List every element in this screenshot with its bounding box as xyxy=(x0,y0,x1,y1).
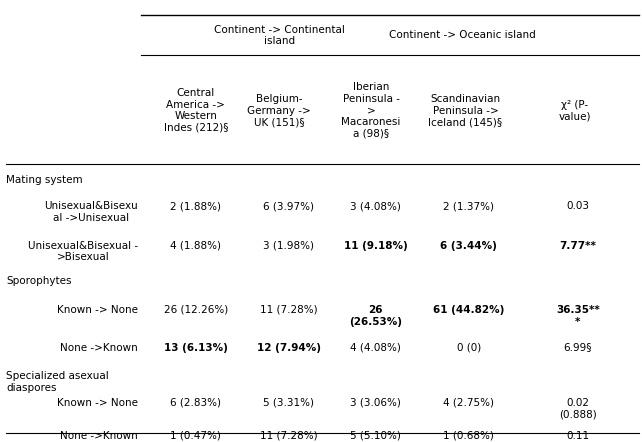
Text: 2 (1.37%): 2 (1.37%) xyxy=(443,201,494,211)
Text: 36.35**
*: 36.35** * xyxy=(556,305,600,327)
Text: Known -> None: Known -> None xyxy=(57,305,138,315)
Text: 3 (1.98%): 3 (1.98%) xyxy=(263,241,315,251)
Text: 11 (7.28%): 11 (7.28%) xyxy=(260,431,318,441)
Text: Central
America ->
Western
Indes (212)§: Central America -> Western Indes (212)§ xyxy=(164,88,228,133)
Text: 6.99§: 6.99§ xyxy=(564,343,592,353)
Text: 13 (6.13%): 13 (6.13%) xyxy=(164,343,228,353)
Text: 1 (0.68%): 1 (0.68%) xyxy=(443,431,494,441)
Text: 2 (1.88%): 2 (1.88%) xyxy=(170,201,221,211)
Text: Scandinavian
Peninsula ->
Iceland (145)§: Scandinavian Peninsula -> Iceland (145)§ xyxy=(428,94,503,127)
Text: Belgium-
Germany ->
UK (151)§: Belgium- Germany -> UK (151)§ xyxy=(247,94,311,127)
Text: 61 (44.82%): 61 (44.82%) xyxy=(433,305,505,315)
Text: 11 (9.18%): 11 (9.18%) xyxy=(343,241,408,251)
Text: Continent -> Oceanic island: Continent -> Oceanic island xyxy=(389,30,535,40)
Text: 3 (4.08%): 3 (4.08%) xyxy=(350,201,401,211)
Text: 7.77**: 7.77** xyxy=(559,241,596,251)
Text: Iberian
Peninsula -
>
Macaronesi
a (98)§: Iberian Peninsula - > Macaronesi a (98)§ xyxy=(342,82,401,139)
Text: 5 (3.31%): 5 (3.31%) xyxy=(263,398,315,408)
Text: 0.02
(0.888): 0.02 (0.888) xyxy=(559,398,596,419)
Text: 4 (2.75%): 4 (2.75%) xyxy=(443,398,494,408)
Text: None ->Known: None ->Known xyxy=(60,431,138,441)
Text: Continent -> Continental
island: Continent -> Continental island xyxy=(214,25,345,46)
Text: 3 (3.06%): 3 (3.06%) xyxy=(350,398,401,408)
Text: 0.03: 0.03 xyxy=(566,201,589,211)
Text: 6 (3.97%): 6 (3.97%) xyxy=(263,201,315,211)
Text: χ² (P-
value): χ² (P- value) xyxy=(559,100,591,121)
Text: Specialized asexual
diaspores: Specialized asexual diaspores xyxy=(6,371,109,393)
Text: Mating system: Mating system xyxy=(6,175,83,185)
Text: 5 (5.10%): 5 (5.10%) xyxy=(350,431,401,441)
Text: 26 (12.26%): 26 (12.26%) xyxy=(164,305,228,315)
Text: Unisexual&Bisexual -
>Bisexual: Unisexual&Bisexual - >Bisexual xyxy=(28,241,138,263)
Text: 0 (0): 0 (0) xyxy=(456,343,481,353)
Text: Sporophytes: Sporophytes xyxy=(6,276,72,286)
Text: 6 (3.44%): 6 (3.44%) xyxy=(440,241,497,251)
Text: 4 (1.88%): 4 (1.88%) xyxy=(170,241,221,251)
Text: 6 (2.83%): 6 (2.83%) xyxy=(170,398,221,408)
Text: Known -> None: Known -> None xyxy=(57,398,138,408)
Text: 26
(26.53%): 26 (26.53%) xyxy=(349,305,402,327)
Text: Unisexual&Bisexu
al ->Unisexual: Unisexual&Bisexu al ->Unisexual xyxy=(44,201,138,223)
Text: 12 (7.94%): 12 (7.94%) xyxy=(257,343,321,353)
Text: 11 (7.28%): 11 (7.28%) xyxy=(260,305,318,315)
Text: None ->Known: None ->Known xyxy=(60,343,138,353)
Text: 1 (0.47%): 1 (0.47%) xyxy=(170,431,221,441)
Text: 0.11
(0.739): 0.11 (0.739) xyxy=(559,431,596,442)
Text: 4 (4.08%): 4 (4.08%) xyxy=(350,343,401,353)
